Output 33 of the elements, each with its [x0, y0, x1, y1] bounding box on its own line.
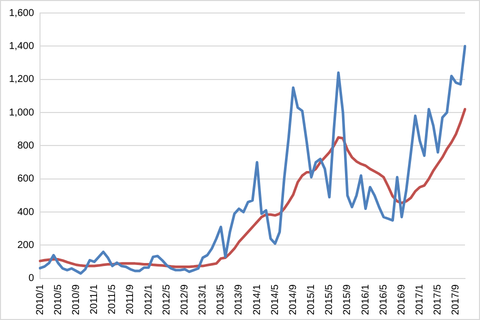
x-tick-label: 2017/5	[432, 284, 444, 316]
x-tick-label: 2012/1	[143, 284, 154, 316]
y-tick-label: 1,000	[8, 107, 34, 118]
x-tick-label: 2010/1	[34, 284, 46, 316]
x-tick-label: 2015/9	[342, 284, 354, 316]
y-tick-label: 1,200	[8, 74, 34, 86]
x-tick-label: 2014/5	[270, 284, 281, 316]
y-tick-label: 400	[17, 206, 34, 218]
x-tick-label: 2013/5	[216, 284, 227, 316]
x-tick-label: 2012/9	[179, 284, 190, 316]
x-tick-label: 2016/1	[360, 284, 372, 316]
y-tick-label: 0	[28, 273, 34, 284]
y-tick-label: 1,400	[8, 40, 34, 52]
y-tick-label: 800	[17, 140, 34, 152]
y-tick-label: 600	[17, 174, 34, 185]
x-tick-label: 2012/5	[161, 284, 172, 316]
x-tick-label: 2011/5	[107, 284, 118, 314]
y-tick-label: 1,600	[8, 8, 34, 19]
x-tick-label: 2014/9	[288, 284, 299, 316]
y-tick-label: 200	[17, 240, 34, 251]
x-tick-label: 2017/1	[414, 284, 426, 316]
x-tick-label: 2016/5	[378, 284, 390, 316]
x-tick-label: 2011/1	[89, 284, 100, 314]
x-tick-label: 2013/1	[198, 284, 209, 316]
x-tick-label: 2010/9	[70, 284, 82, 316]
x-tick-label: 2010/5	[52, 284, 64, 316]
x-tick-label: 2016/9	[396, 284, 408, 316]
x-tick-label: 2015/5	[324, 284, 336, 316]
x-tick-label: 2015/1	[306, 284, 318, 316]
x-tick-label: 2011/9	[125, 284, 136, 314]
x-tick-label: 2017/9	[450, 284, 462, 316]
x-tick-label: 2013/9	[234, 284, 245, 316]
x-tick-label: 2014/1	[252, 284, 263, 316]
